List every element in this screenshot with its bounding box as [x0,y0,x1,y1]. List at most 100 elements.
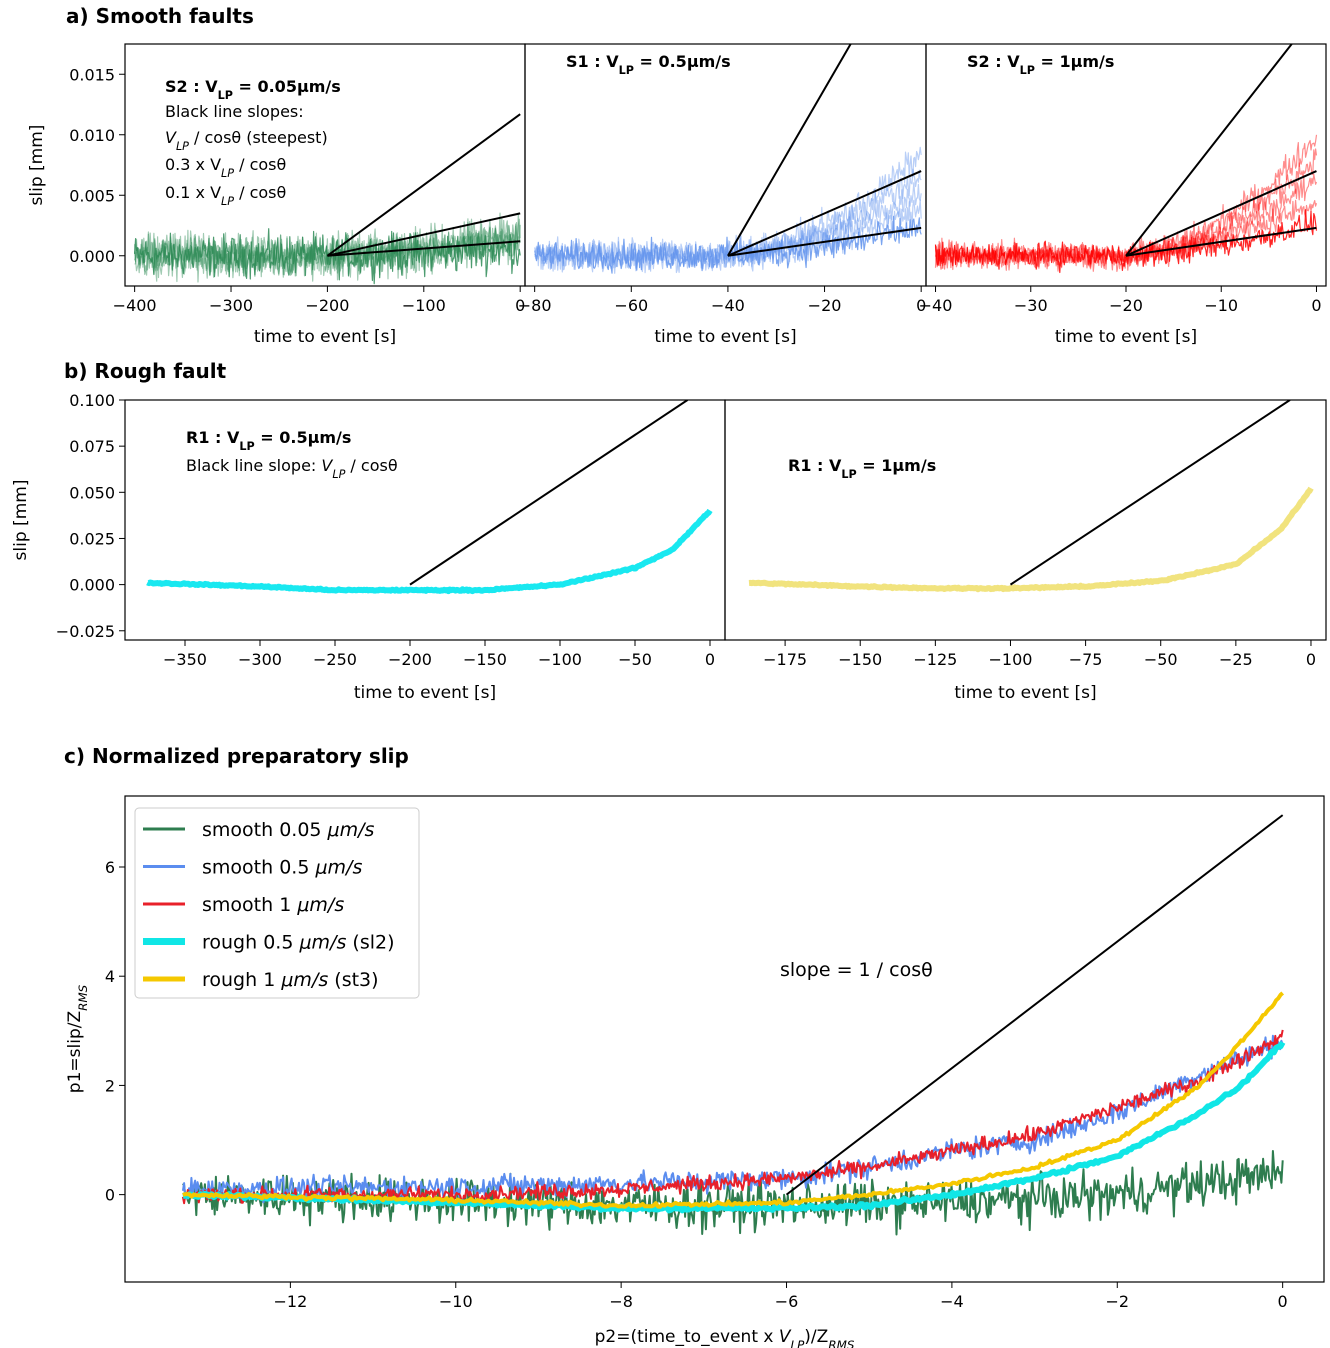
legend-entry-part: smooth 1 [202,894,297,916]
x-axis-R1-0.5-tick-label: 0 [705,650,715,669]
subplot-title-R1-1: R1 : VLP = 1μm/s [788,456,936,481]
reference-line [327,212,521,257]
x-axis-R1-0.5-tick-label: −200 [388,650,432,669]
x-axis-S2-1-tick-label: −40 [919,296,953,315]
annotation-line-part: / cosθ [345,456,397,475]
legend-entry: rough 0.5 μm/s (sl2) [202,932,395,954]
legend-entry: smooth 1 μm/s [202,894,344,916]
subplot-title-S1-0.5-part: = 0.5μm/s [634,52,731,71]
x-axis-label-c-part: LP [791,1338,806,1348]
legend-entry-part: μm/s [298,932,346,954]
annotation-line: Black line slopes: [165,102,304,121]
y-axis-b-tick-label: 0.100 [69,391,115,410]
subplot-title-S2-1: S2 : VLP = 1μm/s [967,52,1114,77]
x-axis-label-S1-0.5: time to event [s] [654,327,796,347]
subplot-title-R1-1-part: R1 : V [788,456,842,475]
subplot-title-S2-1-part: = 1μm/s [1035,52,1115,71]
y-axis-b-tick-label: −0.025 [56,622,115,641]
series-line-0 [182,1150,1284,1236]
x-axis-label-c-part: p2=(time_to_event x [595,1327,779,1347]
annotation-line-part: LP [176,140,189,153]
legend-entry-part: (st3) [328,969,378,991]
reference-line [1125,44,1293,257]
y-axis-label-a: slip [mm] [27,125,47,206]
annotation-line-part: / cosθ (steepest) [189,128,328,147]
annotation-line-part: LP [221,167,234,180]
annotation-line-part: 0.1 x V [165,183,221,202]
x-axis-label-R1-1: time to event [s] [954,683,1096,703]
x-axis-label-c-part: RMS [828,1338,855,1348]
x-axis-R1-1-tick-label: 0 [1306,650,1316,669]
x-axis-c-tick-label: −6 [775,1292,799,1311]
reference-line [785,814,1284,1196]
y-axis-b-tick-label: 0.075 [69,437,115,456]
subplot-title-S1-0.5: S1 : VLP = 0.5μm/s [566,52,731,77]
reference-line [1125,226,1317,257]
series-line-S2-1 [934,173,1318,272]
y-axis-label-c-part: RMS [76,984,90,1011]
x-axis-label-c-part: V [779,1327,792,1347]
x-axis-R1-1-tick-label: −50 [1144,650,1178,669]
y-axis-c-tick-label: 2 [105,1076,115,1095]
y-axis-c-tick-label: 0 [105,1186,115,1205]
legend-entry-part: μm/s [327,819,375,841]
subplot-title-S2-0.05-part: = 0.05μm/s [233,77,341,96]
reference-line [1125,170,1317,257]
subplot-R1-0.5-series [145,400,713,595]
subplot-title-R1-0.5-part: LP [239,440,254,453]
legend-entry-part: smooth 0.5 [202,857,315,879]
subplot-title-R1-0.5: R1 : VLP = 0.5μm/s [186,428,351,453]
x-axis-R1-0.5-tick-label: −300 [238,650,282,669]
panel-a-title: a) Smooth faults [66,4,254,28]
x-axis-S2-1-tick-label: 0 [1311,296,1321,315]
x-axis-c-tick-label: −12 [273,1292,307,1311]
subplot-title-S2-0.05-part: S2 : V [165,77,218,96]
x-axis-label-S2-0.05: time to event [s] [254,327,396,347]
x-axis-c-tick-label: −10 [439,1292,473,1311]
x-axis-S1-0.5-tick-label: −80 [518,296,552,315]
series-line-S2-0.05 [134,228,521,285]
reference-line [727,170,922,257]
legend-entry: rough 1 μm/s (st3) [202,969,379,991]
subplot-R1-1-series [747,400,1314,593]
x-axis-S1-0.5-tick-label: −60 [614,296,648,315]
x-axis-S2-1-tick-label: −10 [1204,296,1238,315]
annotation-line: VLP / cosθ (steepest) [165,128,328,153]
subplot-title-S2-1-part: S2 : V [967,52,1020,71]
x-axis-label-c: p2=(time_to_event x VLP)/ZRMS [595,1327,855,1348]
x-axis-R1-1-tick-label: −175 [763,650,807,669]
subplot-title-R1-0.5-part: R1 : V [186,428,240,447]
subplot-S2-0.05-series [134,113,521,285]
panel-c-frame [124,795,1325,1283]
series-line-S2-0.05 [134,217,521,280]
reference-line [409,400,689,586]
x-axis-R1-1-tick-label: −100 [988,650,1032,669]
reference-line [326,113,521,257]
y-axis-b-tick-label: 0.050 [69,483,115,502]
x-axis-S1-0.5-tick-label: 0 [916,296,926,315]
x-axis-S2-0.05-tick-label: −400 [113,296,157,315]
x-axis-S2-0.05-tick-label: −300 [209,296,253,315]
annotation-line: 0.1 x VLP / cosθ [165,183,286,208]
slope-annotation: slope = 1 / cosθ [780,959,933,981]
x-axis-S2-1-tick-label: −20 [1109,296,1143,315]
series-line-R1-1 [747,486,1314,593]
subplot-title-R1-0.5-part: = 0.5μm/s [255,428,352,447]
legend-box [134,807,420,999]
x-axis-R1-1-tick-label: −75 [1069,650,1103,669]
y-axis-c-tick-label: 6 [105,858,115,877]
y-axis-c-tick-label: 4 [105,967,115,986]
subplot-title-S1-0.5-part: S1 : V [566,52,619,71]
y-axis-label-c: p1=slip/ZRMS [65,984,90,1093]
annotation-line: 0.3 x VLP / cosθ [165,155,286,180]
reference-line [327,240,521,257]
annotation-line-part: V [321,456,333,475]
legend-entry-part: μm/s [314,857,362,879]
series-line-S2-1 [934,199,1318,272]
annotation-line-part: Black line slope: [186,456,321,475]
legend-entry-part: (sl2) [346,932,394,954]
series-line-S2-0.05 [134,212,521,283]
subplot-frame-R1-1 [724,399,1327,641]
annotation-line-part: / cosθ [234,155,286,174]
